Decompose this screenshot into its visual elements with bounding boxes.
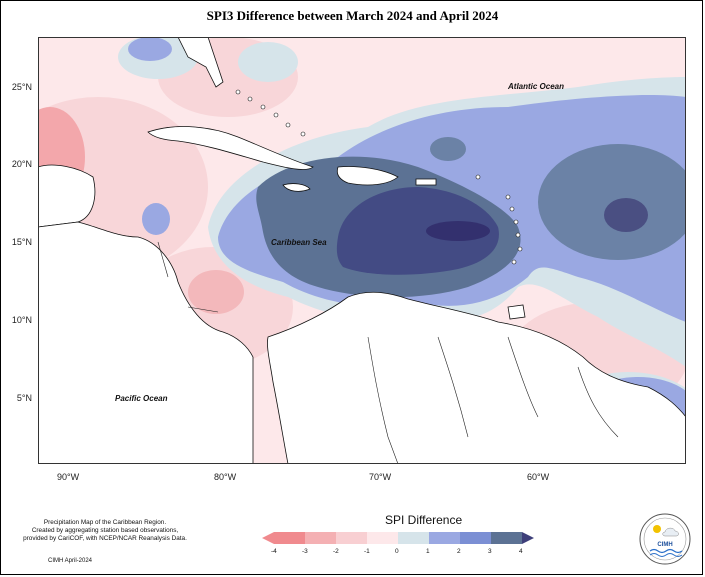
legend-tick: -4 [271,548,277,555]
land-yucatan [38,164,96,228]
cimh-logo: CIMH [639,513,691,565]
credit-line-1: Precipitation Map of the Caribbean Regio… [43,519,167,526]
legend-cell [398,532,429,544]
darkest-zone-caribbean [336,187,499,275]
color-legend [262,532,534,544]
legend-tick: 4 [519,548,523,555]
atlantic-ocean-label: Atlantic Ocean [507,82,564,91]
legend-tick: 0 [395,548,399,555]
lat-label-10n: 10°N [11,315,32,325]
legend-cell [336,532,367,544]
lon-label-70w: 70°W [369,472,392,482]
cloud-icon [662,527,679,537]
land-central-america [38,221,254,464]
pacific-ocean-label: Pacific Ocean [115,394,168,403]
spi-map: Atlantic Ocean Caribbean Sea Pacific Oce… [38,37,686,464]
map-border [38,37,686,464]
legend-tick: 2 [457,548,461,555]
legend-arrow-left [262,532,274,544]
red-zone-nicaragua [188,270,244,314]
lat-label-15n: 15°N [11,237,32,247]
land-south-america [267,291,686,464]
legend-tick: -1 [364,548,370,555]
land-hispaniola [336,166,399,186]
lat-label-25n: 25°N [11,82,32,92]
borders [157,241,619,464]
legend-cell [274,532,305,544]
land-florida [177,37,224,88]
lesser-antilles [235,89,523,265]
legend-cell [460,532,491,544]
issue-date: CIMH April-2024 [48,558,93,564]
legend-tick: 3 [488,548,492,555]
land-trinidad [507,304,526,320]
light-blue-zone-bahamas [238,42,298,82]
medium-blue-zone-honduras [142,203,170,235]
medium-blue-zone-north [128,37,172,61]
caribbean-sea-label: Caribbean Sea [271,238,327,247]
lon-label-60w: 60°W [527,472,550,482]
dark-blue-zone-north [430,137,466,161]
core-zone-caribbean [426,221,490,241]
legend-cell [491,532,522,544]
map-title: SPI3 Difference between March 2024 and A… [206,8,499,23]
landmass [38,37,686,464]
legend-title: SPI Difference [385,513,463,527]
land-jamaica [282,183,311,192]
legend-tick: 1 [426,548,430,555]
lat-label-20n: 20°N [11,159,32,169]
legend-tick: -3 [302,548,308,555]
credit-line-2: Created by aggregating station based obs… [31,527,179,534]
wave-icon [649,548,683,554]
land-puerto-rico [415,178,437,186]
lon-label-90w: 90°W [57,472,80,482]
sun-icon [653,525,661,533]
legend-arrow-right [522,532,534,544]
legend-tick: -2 [333,548,339,555]
logo-text: CIMH [657,542,672,548]
legend-cell [367,532,398,544]
legend-cell [429,532,460,544]
lon-label-80w: 80°W [214,472,237,482]
core-zone-atlantic [604,198,648,232]
legend-cell [305,532,336,544]
lat-label-5n: 5°N [16,393,32,403]
credit-text: Precipitation Map of the Caribbean Regio… [10,519,200,543]
credit-line-3: provided by CariCOF, with NCEP/NCAR Rean… [23,535,187,542]
land-cuba [147,126,314,170]
